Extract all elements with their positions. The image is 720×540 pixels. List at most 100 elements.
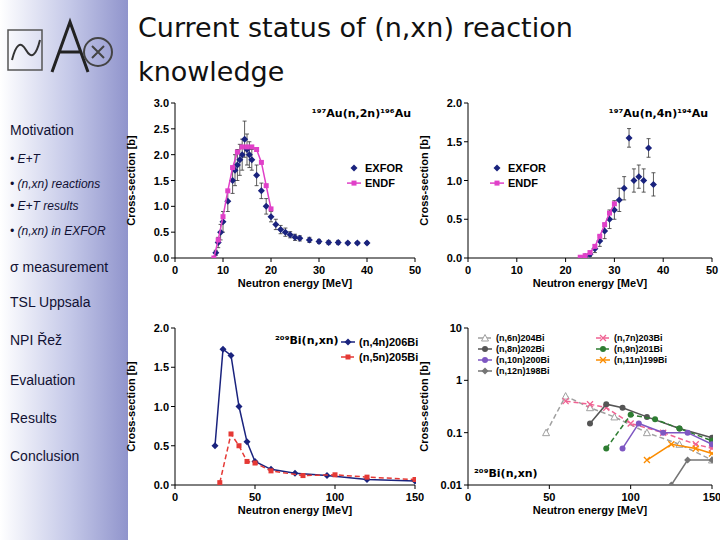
x-tick-label: 0 [465, 491, 471, 503]
series-line [220, 434, 415, 483]
data-point [620, 405, 626, 411]
data-point [264, 183, 269, 188]
x-tick [549, 485, 550, 489]
x-tick-label: 150 [703, 491, 720, 503]
data-point [252, 458, 259, 465]
chart-title: ²⁰⁹Bi(n,xn) [275, 334, 339, 347]
y-tick [464, 219, 468, 220]
data-point [225, 188, 230, 193]
data-point [621, 185, 628, 192]
x-tick [468, 258, 469, 262]
y-tick-label: 0.01 [441, 479, 462, 491]
data-point [237, 443, 242, 448]
menu-item: • E+T results [10, 199, 79, 213]
series-line [606, 415, 712, 449]
x-tick [175, 258, 176, 262]
legend-marker [495, 181, 500, 186]
menu-item: NPI Řež [10, 332, 62, 348]
x-tick-label: 100 [326, 491, 344, 503]
data-point [709, 457, 714, 464]
data-point [216, 237, 221, 242]
data-point [220, 346, 227, 353]
chart: 0.010.1110050100150Neutron energy [MeV]C… [418, 322, 720, 516]
y-tick-label: 0.0 [154, 479, 169, 491]
data-point [269, 468, 274, 473]
data-point [333, 472, 338, 477]
charts: 0.00.51.01.52.02.53.001020304050Neutron … [0, 0, 720, 540]
x-tick-label: 100 [621, 491, 639, 503]
x-tick-label: 10 [217, 264, 229, 276]
data-point [676, 426, 682, 432]
data-point [612, 201, 617, 206]
data-point [709, 450, 713, 456]
data-point [684, 457, 691, 464]
y-tick [464, 328, 468, 329]
data-point [668, 441, 674, 447]
y-axis-label: Cross-section [b] [418, 361, 430, 452]
data-point [221, 214, 226, 219]
data-point [212, 442, 219, 449]
menu-item: • (n,xn) in EXFOR [10, 224, 106, 238]
data-point [244, 438, 251, 445]
data-point [316, 238, 323, 245]
data-point [258, 187, 265, 194]
logo-mark [84, 38, 112, 66]
data-point [583, 253, 588, 258]
legend-label: (n,6n)204Bi [496, 333, 545, 343]
data-point [668, 482, 675, 486]
data-point [628, 420, 634, 426]
legend: (n,4n)206Bi(n,5n)205Bi [341, 336, 418, 363]
data-point [676, 426, 682, 432]
y-tick-label: 10 [450, 322, 462, 334]
series-line [671, 460, 712, 485]
legend-label: (n,9n)201Bi [614, 344, 663, 354]
x-axis [175, 258, 415, 259]
x-tick-label: 40 [361, 264, 373, 276]
series-line [580, 204, 614, 257]
data-point [543, 429, 550, 436]
x-tick [415, 485, 416, 489]
data-point [626, 134, 633, 141]
y-tick [171, 103, 175, 104]
y-tick-label: 1.0 [154, 200, 169, 212]
logo-mark [12, 40, 40, 60]
y-tick [171, 445, 175, 446]
y-axis-label: Cross-section [b] [125, 135, 137, 226]
x-axis [468, 258, 712, 259]
y-tick-label: 1.5 [154, 361, 169, 373]
x-tick-label: 20 [265, 264, 277, 276]
legend-marker [345, 339, 352, 346]
data-point [235, 150, 240, 155]
x-tick-label: 30 [313, 264, 325, 276]
data-point [268, 213, 275, 220]
y-tick [171, 180, 175, 181]
data-point [563, 398, 569, 404]
legend-marker [600, 335, 606, 341]
data-point [364, 240, 371, 247]
data-point [245, 459, 250, 464]
y-tick-label: 2.0 [447, 97, 462, 109]
x-tick [415, 258, 416, 262]
data-point [603, 445, 609, 451]
data-point [253, 172, 260, 179]
data-point [588, 250, 593, 255]
y-tick [464, 180, 468, 181]
data-point [709, 457, 714, 464]
legend: EXFORENDF [347, 162, 403, 189]
legend-marker [352, 181, 357, 186]
data-point [245, 144, 250, 149]
data-point [693, 445, 699, 451]
menu-item: • (n,xn) reactions [10, 177, 100, 191]
data-point [248, 156, 255, 163]
legend-marker [482, 346, 488, 352]
legend-label: (n,4n)206Bi [359, 336, 418, 348]
data-point [644, 414, 650, 420]
y-tick-label: 0.5 [154, 440, 169, 452]
plot-area [578, 129, 657, 258]
y-tick [464, 380, 468, 381]
legend-marker [482, 335, 489, 342]
data-point [635, 173, 642, 180]
x-tick-label: 50 [706, 264, 718, 276]
y-tick-label: 0.5 [447, 213, 462, 225]
data-point [628, 412, 634, 418]
